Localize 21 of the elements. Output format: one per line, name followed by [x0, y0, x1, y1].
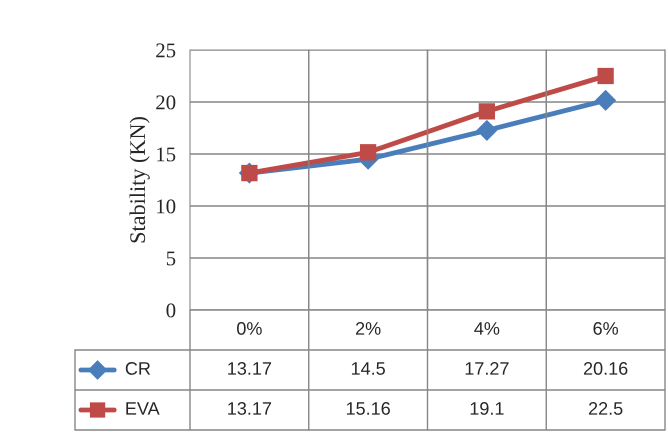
- y-axis-title: Stability (KN): [130, 117, 150, 242]
- data-label: 15.16: [346, 402, 390, 415]
- data-label: 22.5: [588, 402, 622, 415]
- x-tick-label: 2%: [356, 322, 381, 335]
- data-label: 13.17: [228, 402, 272, 415]
- legend-label: CR: [126, 362, 150, 375]
- x-tick-label: 6%: [593, 322, 618, 335]
- y-tick-label: 0: [166, 303, 176, 318]
- y-tick-label: 15: [157, 147, 176, 162]
- x-tick-label: 4%: [474, 322, 500, 335]
- data-label: 17.27: [466, 362, 509, 375]
- y-tick-label: 5: [166, 252, 176, 266]
- legend-label: EVA: [126, 402, 160, 415]
- y-tick-label: 10: [157, 199, 176, 214]
- data-label: 20.16: [584, 362, 628, 375]
- data-label: 14.5: [352, 362, 385, 375]
- data-label: 13.17: [228, 362, 272, 375]
- data-label: 19.1: [470, 402, 504, 415]
- y-tick-label: 25: [156, 43, 176, 58]
- x-tick-label: 0%: [237, 322, 262, 335]
- y-tick-label: 20: [156, 95, 176, 110]
